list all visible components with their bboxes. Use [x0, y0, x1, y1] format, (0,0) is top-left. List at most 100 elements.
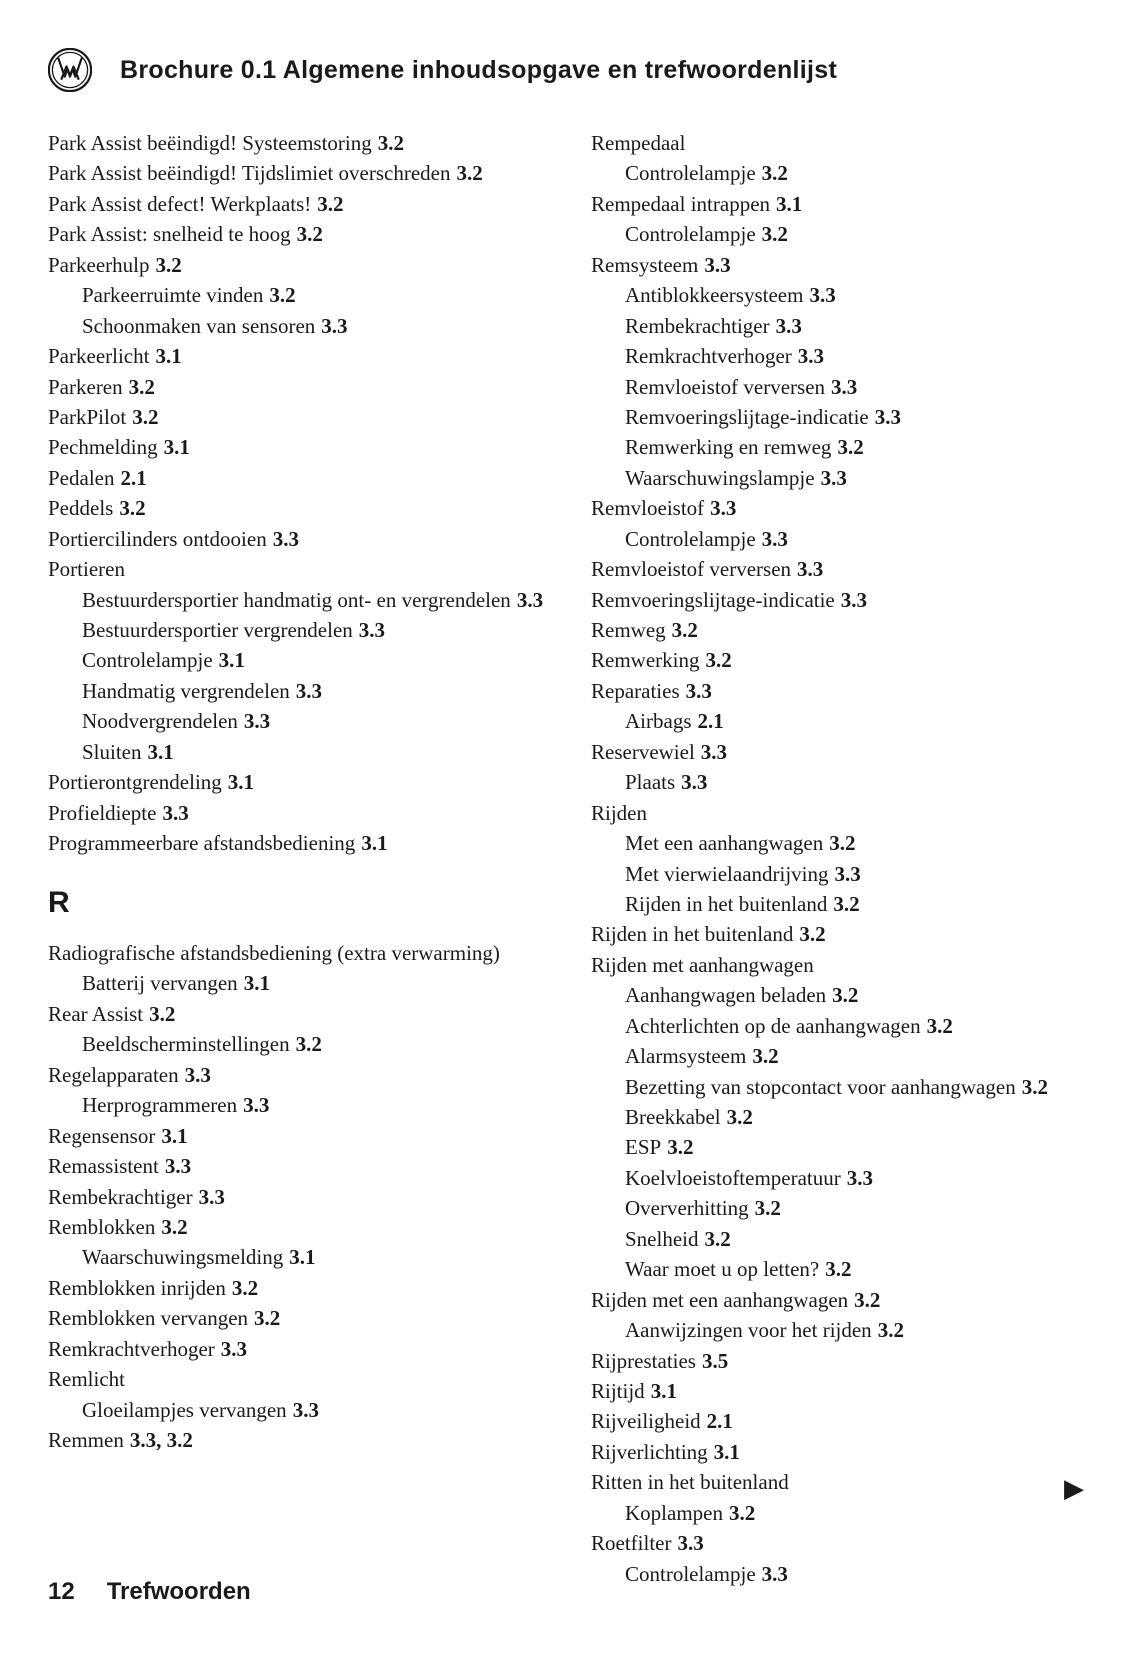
index-entry: Alarmsysteem3.2 — [591, 1041, 1094, 1071]
index-entry-ref: 3.3 — [221, 1337, 247, 1361]
index-entry-ref: 3.2 — [837, 435, 863, 459]
index-entry: Waar moet u op letten?3.2 — [591, 1254, 1094, 1284]
index-entry-ref: 3.2 — [667, 1135, 693, 1159]
index-entry-ref: 3.1 — [219, 648, 245, 672]
index-entry-label: Reparaties — [591, 679, 680, 703]
index-entry: ESP3.2 — [591, 1132, 1094, 1162]
index-entry-label: Bestuurdersportier handmatig ont- en ver… — [82, 588, 511, 612]
index-entry: Rempedaal intrappen3.1 — [591, 189, 1094, 219]
index-entry-ref: 3.3 — [296, 679, 322, 703]
index-entry-ref: 3.2 — [297, 222, 323, 246]
index-entry-ref: 3.1 — [361, 831, 387, 855]
index-entry-ref: 3.1 — [164, 435, 190, 459]
index-entry-ref: 3.3 — [809, 283, 835, 307]
index-entry-label: Remkrachtverhoger — [625, 344, 792, 368]
index-entry-ref: 3.2 — [155, 253, 181, 277]
index-entry: Batterij vervangen3.1 — [48, 968, 551, 998]
index-entry-ref: 3.3 — [517, 588, 543, 612]
index-entry-ref: 3.3 — [847, 1166, 873, 1190]
index-entry: Bestuurdersportier handmatig ont- en ver… — [48, 585, 551, 615]
index-entry: Controlelampje3.2 — [591, 158, 1094, 188]
index-entry-ref: 3.3 — [875, 405, 901, 429]
index-entry: Rijden met aanhangwagen — [591, 950, 1094, 980]
index-entry-label: Parkeerhulp — [48, 253, 149, 277]
index-entry-ref: 3.2 — [132, 405, 158, 429]
index-entry-label: Waarschuwingslampje — [625, 466, 815, 490]
index-entry-label: Remweg — [591, 618, 666, 642]
index-entry-label: Plaats — [625, 770, 675, 794]
index-entry-ref: 3.2 — [1022, 1075, 1048, 1099]
index-entry-label: Alarmsysteem — [625, 1044, 746, 1068]
index-entry-label: Remvloeistof — [591, 496, 704, 520]
index-entry-ref: 3.3 — [821, 466, 847, 490]
index-entry-ref: 3.2 — [705, 1227, 731, 1251]
index-entry-label: Rembekrachtiger — [625, 314, 770, 338]
index-entry: Remsysteem3.3 — [591, 250, 1094, 280]
index-entry-label: Controlelampje — [625, 1562, 756, 1586]
index-entry-label: Remblokken — [48, 1215, 155, 1239]
index-entry-label: Parkeerruimte vinden — [82, 283, 263, 307]
index-entry-ref: 3.3 — [841, 588, 867, 612]
index-entry: Remkrachtverhoger3.3 — [591, 341, 1094, 371]
index-entry-label: Rijden — [591, 801, 647, 825]
index-entry: Controlelampje3.3 — [591, 524, 1094, 554]
index-entry-ref: 3.2 — [832, 983, 858, 1007]
index-entry: Roetfilter3.3 — [591, 1528, 1094, 1558]
index-entry: Noodvergrendelen3.3 — [48, 706, 551, 736]
header-title: Brochure 0.1 Algemene inhoudsopgave en t… — [120, 56, 837, 85]
index-entry-ref: 3.1 — [651, 1379, 677, 1403]
index-entry: Regensensor3.1 — [48, 1121, 551, 1151]
index-entry-label: Gloeilampjes vervangen — [82, 1398, 287, 1422]
index-entry-label: Waar moet u op letten? — [625, 1257, 819, 1281]
index-entry: Airbags2.1 — [591, 706, 1094, 736]
index-entry: Pechmelding3.1 — [48, 432, 551, 462]
index-entry-ref: 3.2 — [317, 192, 343, 216]
index-entry: Bestuurdersportier vergrendelen3.3 — [48, 615, 551, 645]
index-entry: Rijden in het buitenland3.2 — [591, 919, 1094, 949]
index-entry-ref: 3.3 — [199, 1185, 225, 1209]
index-entry: Park Assist beëindigd! Systeemstoring3.2 — [48, 128, 551, 158]
index-entry-ref: 3.3 — [162, 801, 188, 825]
index-entry-ref: 3.2 — [799, 922, 825, 946]
index-entry-label: Rempedaal intrappen — [591, 192, 770, 216]
index-entry-label: Noodvergrendelen — [82, 709, 238, 733]
index-entry: Plaats3.3 — [591, 767, 1094, 797]
index-entry-label: Rempedaal — [591, 131, 685, 155]
index-entry: Aanwijzingen voor het rijden3.2 — [591, 1315, 1094, 1345]
index-entry-ref: 3.2 — [927, 1014, 953, 1038]
index-entry-label: Pedalen — [48, 466, 114, 490]
index-entry-ref: 3.2 — [269, 283, 295, 307]
index-entry: Park Assist defect! Werkplaats!3.2 — [48, 189, 551, 219]
index-entry-ref: 3.1 — [714, 1440, 740, 1464]
index-entry-ref: 3.2 — [149, 1002, 175, 1026]
index-entry-label: Ritten in het buitenland — [591, 1470, 789, 1494]
index-entry: Remvloeistof3.3 — [591, 493, 1094, 523]
index-entry-label: Park Assist: snelheid te hoog — [48, 222, 291, 246]
index-entry-ref: 3.3 — [165, 1154, 191, 1178]
index-entry-ref: 3.1 — [776, 192, 802, 216]
index-entry-label: Rijverlichting — [591, 1440, 708, 1464]
index-entry-label: Regensensor — [48, 1124, 155, 1148]
index-entry: Remassistent3.3 — [48, 1151, 551, 1181]
index-entry-label: Met een aanhangwagen — [625, 831, 823, 855]
index-entry: Parkeren3.2 — [48, 372, 551, 402]
index-entry-label: Remvoeringslijtage-indicatie — [625, 405, 869, 429]
index-entry-ref: 3.3 — [185, 1063, 211, 1087]
index-entry-ref: 2.1 — [707, 1409, 733, 1433]
index-entry: Peddels3.2 — [48, 493, 551, 523]
index-entry-ref: 3.3 — [798, 344, 824, 368]
index-entry-label: Remvloeistof verversen — [625, 375, 825, 399]
index-entry-label: Rijveiligheid — [591, 1409, 701, 1433]
index-entry-label: Koplampen — [625, 1501, 723, 1525]
index-entry: Park Assist beëindigd! Tijdslimiet overs… — [48, 158, 551, 188]
index-entry: Remwerking3.2 — [591, 645, 1094, 675]
index-entry: Breekkabel3.2 — [591, 1102, 1094, 1132]
index-entry-label: Remvoeringslijtage-indicatie — [591, 588, 835, 612]
index-entry: Sluiten3.1 — [48, 737, 551, 767]
index-entry: Portierontgrendeling3.1 — [48, 767, 551, 797]
index-entry-ref: 3.3 — [243, 1093, 269, 1117]
index-entry: Rijverlichting3.1 — [591, 1437, 1094, 1467]
index-entry-ref: 3.3 — [710, 496, 736, 520]
index-entry-label: Reservewiel — [591, 740, 695, 764]
section-letter: R — [48, 881, 551, 925]
